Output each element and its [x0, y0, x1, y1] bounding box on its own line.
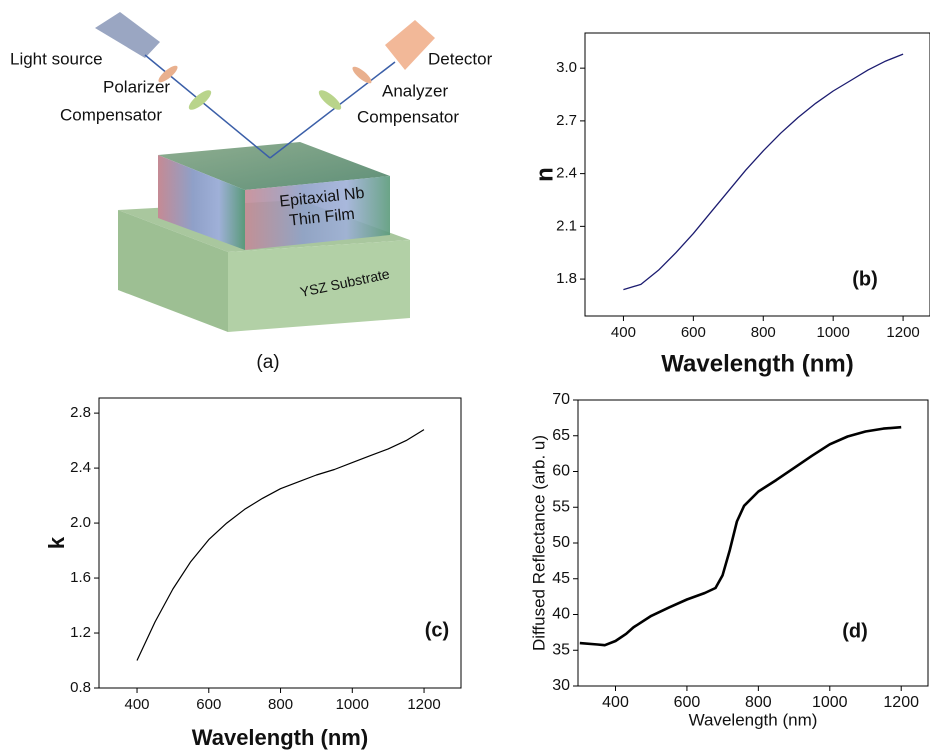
compensator-optic	[188, 90, 212, 110]
data-line	[136, 429, 425, 661]
x-axis-label: Wavelength (nm)	[661, 350, 853, 377]
diagram-label: Polarizer	[103, 77, 170, 96]
chart-panel: 400 600 800 1000 1200 30 35 40 45 50 55 60 65 70 Wavel…	[529, 391, 929, 729]
x-tick-label: 400	[602, 694, 629, 711]
chart-panel: 400 600 800 1000 1200 1.8 2.1 2.4 2.7 3.0 Waveleng…	[531, 32, 930, 377]
reflected-beam	[269, 61, 396, 159]
light-source-box	[95, 12, 160, 58]
y-axis-label: n	[531, 167, 558, 182]
y-tick-label: 2.0	[70, 514, 91, 531]
substrate-front	[228, 240, 410, 332]
y-tick-label: 35	[552, 641, 570, 658]
x-tick-label: 1200	[886, 324, 919, 341]
film-top	[158, 142, 390, 190]
y-tick-label: 1.8	[556, 270, 577, 287]
y-tick-label: 40	[552, 606, 570, 623]
polarizer-optic	[158, 65, 178, 83]
diagram-label: Light source	[10, 49, 103, 68]
x-tick-label: 800	[745, 694, 772, 711]
film-left	[158, 155, 245, 250]
y-axis-label: k	[44, 536, 69, 549]
diagram-label: Detector	[428, 49, 493, 68]
y-tick-label: 65	[552, 427, 570, 444]
x-tick-label: 400	[611, 324, 636, 341]
detector-box	[385, 20, 435, 70]
y-tick-label: 1.6	[70, 569, 91, 586]
y-tick-label: 0.8	[70, 679, 91, 696]
analyzer-optic	[352, 66, 372, 84]
x-tick-label: 1000	[816, 324, 849, 341]
plot-frame	[577, 399, 929, 687]
x-tick-label: 800	[751, 324, 776, 341]
panel-label: (c)	[425, 619, 449, 641]
plot-frame	[584, 32, 930, 317]
y-axis-label: Diffused Reflectance (arb. u)	[529, 435, 548, 651]
x-tick-label: 1200	[407, 696, 440, 713]
y-tick-label: 2.4	[70, 459, 91, 476]
plot-frame	[98, 397, 462, 689]
x-tick-label: 1000	[336, 696, 369, 713]
panel-label: (a)	[256, 352, 279, 373]
data-line	[579, 425, 902, 647]
y-tick-label: 70	[552, 391, 570, 408]
panel-label: (d)	[842, 620, 868, 642]
x-tick-label: 600	[681, 324, 706, 341]
y-tick-label: 3.0	[556, 59, 577, 76]
x-tick-label: 600	[196, 696, 221, 713]
x-tick-label: 1200	[883, 694, 919, 711]
y-tick-label: 45	[552, 570, 570, 587]
y-tick-label: 2.8	[70, 404, 91, 421]
setup-diagram: Light source Polarizer Compensator Detec…	[10, 12, 493, 373]
y-tick-label: 2.1	[556, 217, 577, 234]
y-tick-label: 50	[552, 534, 570, 551]
x-tick-label: 400	[125, 696, 150, 713]
y-tick-label: 30	[552, 677, 570, 694]
chart-panel: 400 600 800 1000 1200 0.8 1.2 1.6 2.0 2.4 2.8 Wavel…	[44, 397, 462, 750]
x-tick-label: 600	[674, 694, 701, 711]
diagram-label: Thin Film	[288, 206, 355, 230]
y-tick-label: 60	[552, 463, 570, 480]
panel-label: (b)	[852, 268, 878, 290]
substrate-left	[118, 210, 228, 332]
y-tick-label: 55	[552, 498, 570, 515]
data-line	[623, 53, 904, 291]
y-tick-label: 2.7	[556, 112, 577, 129]
compensator-optic	[318, 90, 342, 110]
diagram-label: Analyzer	[382, 81, 448, 100]
x-axis-label: Wavelength (nm)	[192, 725, 368, 750]
x-tick-label: 1000	[812, 694, 848, 711]
x-axis-label: Wavelength (nm)	[689, 710, 818, 729]
diagram-label: Compensator	[357, 107, 459, 126]
x-tick-label: 800	[268, 696, 293, 713]
diagram-label: Compensator	[60, 105, 162, 124]
film-front	[245, 176, 390, 250]
y-tick-label: 1.2	[70, 624, 91, 641]
y-tick-label: 2.4	[556, 165, 577, 182]
incident-beam	[144, 54, 271, 159]
